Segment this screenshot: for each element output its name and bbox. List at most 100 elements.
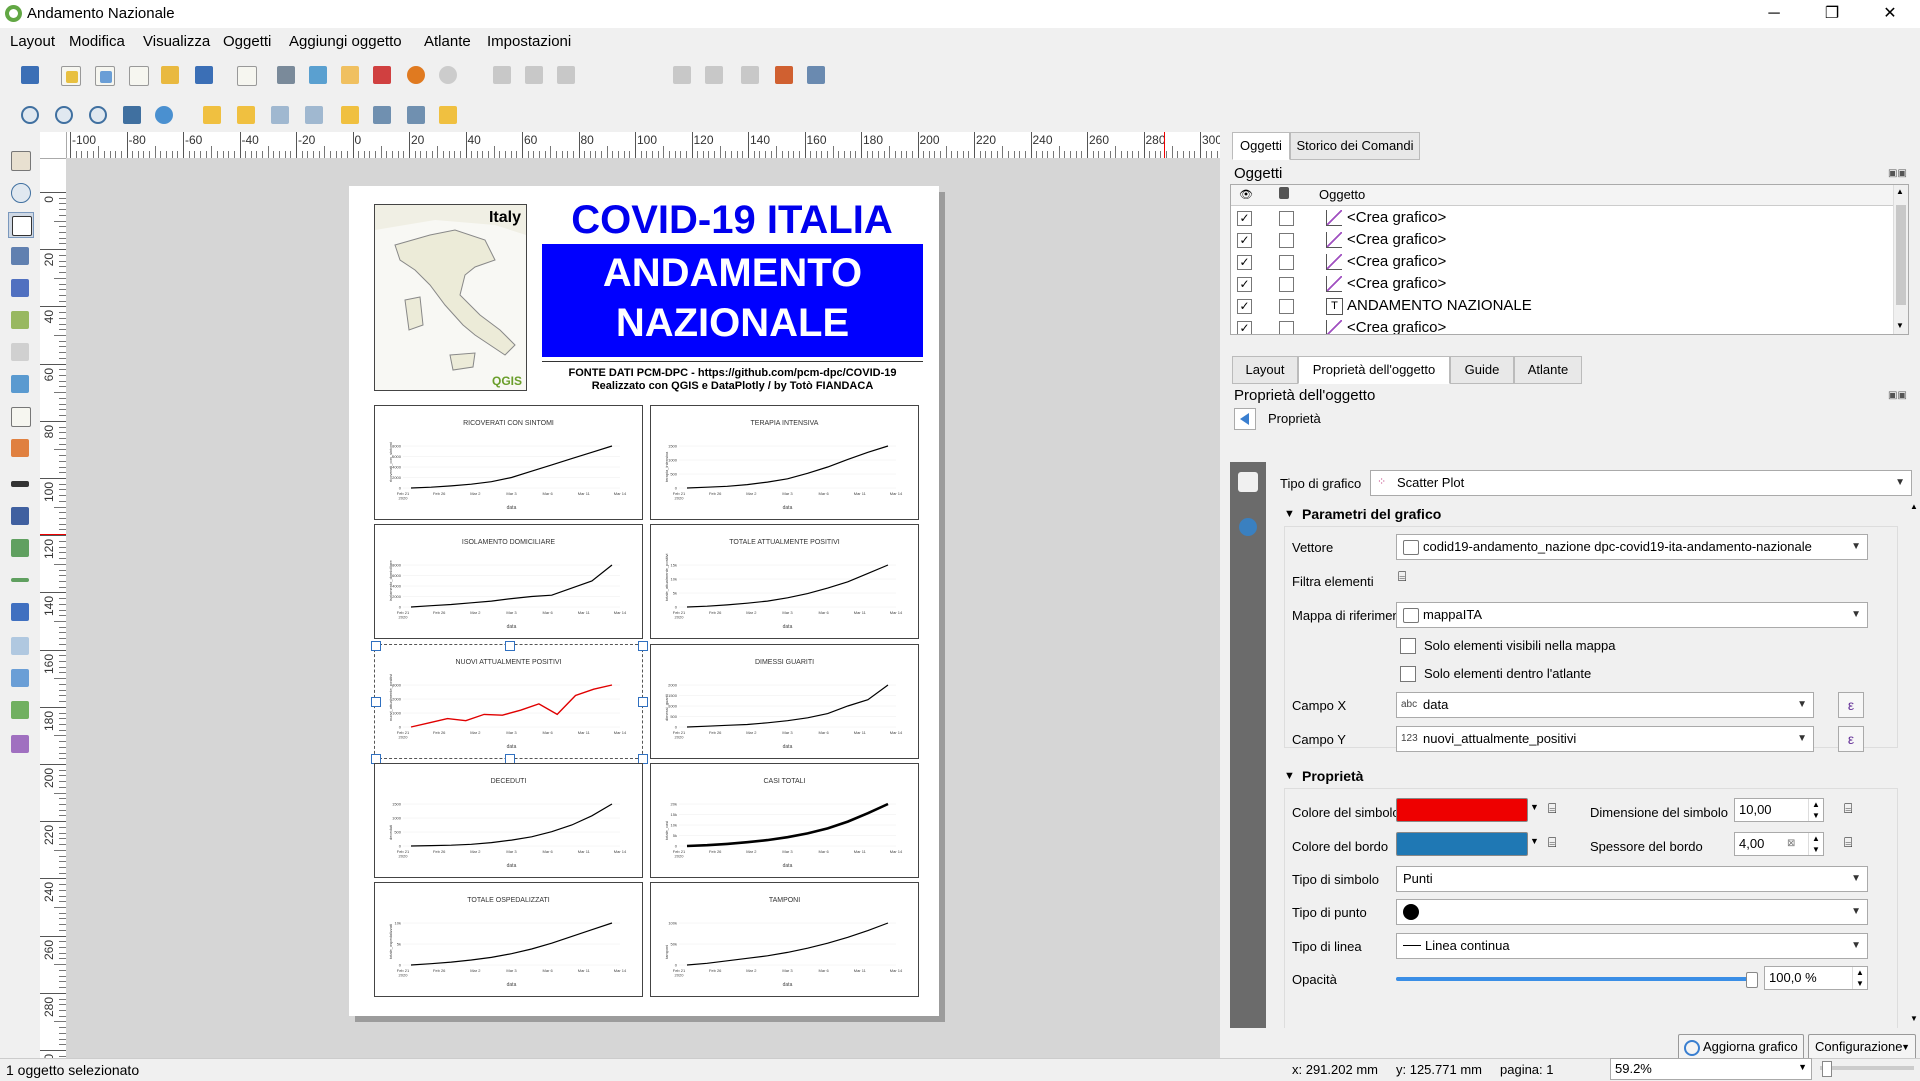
layout-page[interactable]: Italy QGIS COVID-19 ITALIA ANDAMENTO NAZ… [349,186,939,1016]
visibility-checkbox[interactable]: ✓ [1237,233,1252,248]
select-all-icon[interactable] [268,103,292,127]
zoom-in-icon[interactable] [18,103,42,127]
tab-guide[interactable]: Guide [1450,356,1514,384]
gears-icon[interactable] [1239,518,1257,536]
zoom-slider[interactable] [1820,1061,1914,1077]
add-attribute-table-icon[interactable] [8,666,32,690]
credits-text[interactable]: Realizzato con QGIS e DataPlotly / by To… [591,380,874,392]
lock-checkbox[interactable] [1279,277,1294,292]
open-template-icon[interactable] [158,63,182,87]
layout-canvas[interactable]: Italy QGIS COVID-19 ITALIA ANDAMENTO NAZ… [66,158,1220,1058]
properties-scrollbar[interactable]: ▲ ▼ [1908,500,1920,1028]
add-shape-icon[interactable] [8,536,32,560]
chart-type-select[interactable]: ⁘ Scatter Plot ▼ [1370,470,1912,496]
add-arrow-icon[interactable] [8,568,32,592]
group-items-icon[interactable] [200,103,224,127]
deselect-icon[interactable] [302,103,326,127]
mappa-select[interactable]: mappaITA ▼ [1396,602,1868,628]
edit-nodes-icon[interactable] [8,276,32,300]
spin-arrows-icon[interactable]: ▲ ▼ [1852,967,1867,989]
tipo-simbolo-select[interactable]: Punti ▼ [1396,866,1868,892]
selection-handle[interactable] [638,640,648,651]
redo-icon[interactable] [436,63,460,87]
zoom-out-icon[interactable] [52,103,76,127]
vettore-select[interactable]: codid19-andamento_nazione dpc-covid19-it… [1396,534,1868,560]
chevron-down-icon[interactable]: ▼ [1530,802,1539,812]
layout-manager-icon[interactable] [126,63,150,87]
plot-item[interactable]: DECEDUTI deceduti 1500 1000 500 0 Feb 21 2020 Fe… [374,762,643,878]
menu-visualizza[interactable]: Visualizza [143,33,211,50]
add-3d-map-icon[interactable] [8,340,32,364]
add-html-icon[interactable] [8,634,32,658]
maximize-button[interactable]: ❐ [1824,5,1840,22]
items-list-row[interactable]: ✓ <Crea grafico> [1231,207,1908,229]
menu-aggiungi-oggetto[interactable]: Aggiungi oggetto [289,33,402,50]
resize-icon[interactable] [436,103,460,127]
pan-hand-icon[interactable] [8,148,32,172]
opacity-slider-handle[interactable] [1746,972,1758,988]
visibility-checkbox[interactable]: ✓ [1237,299,1252,314]
data-defined-icon-2[interactable]: ⌸ [1844,800,1853,816]
title-covid[interactable]: COVID-19 ITALIA [571,198,893,242]
section-proprieta[interactable]: Proprietà [1302,768,1364,784]
plot-item[interactable]: RICOVERATI CON SINTOMI ricoverati_con_sin… [374,405,643,520]
lock-checkbox[interactable] [1279,299,1294,314]
zoom-combobox[interactable]: 59.2% ▼ [1610,1058,1812,1080]
refresh-icon[interactable] [152,103,176,127]
chevron-down-icon[interactable]: ▼ [1530,836,1539,846]
plot-item[interactable]: CASI TOTALI totale_casi 20k 15k 10k 5k 0 Feb 21… [650,762,919,878]
last-feature-icon[interactable] [702,63,726,87]
source-text[interactable]: FONTE DATI PCM-DPC - https://github.com/… [568,367,897,379]
data-defined-icon-3[interactable]: ⌸ [1548,834,1557,850]
scroll-down-icon[interactable]: ▼ [1910,1014,1918,1023]
opacity-slider[interactable] [1396,972,1758,988]
visibility-checkbox[interactable]: ✓ [1237,255,1252,270]
select-move-icon[interactable] [8,212,34,238]
save-template-icon[interactable] [192,63,216,87]
configurazione-button[interactable]: Configurazione ▼ [1808,1034,1916,1060]
border-color-button[interactable] [1396,832,1528,856]
tab-oggetti[interactable]: Oggetti [1232,132,1290,160]
add-north-arrow-icon[interactable] [8,504,32,528]
scroll-up-icon[interactable]: ▲ [1910,502,1918,511]
add-legend-icon[interactable] [8,436,32,460]
atlas-only-checkbox[interactable] [1400,666,1416,682]
panel-float-icon[interactable]: ▣▣ [1888,168,1907,179]
add-scalebar-icon[interactable] [8,472,32,496]
menu-oggetti[interactable]: Oggetti [223,33,272,50]
items-scrollbar[interactable]: ▲ ▼ [1893,185,1908,334]
zoom-slider-handle[interactable] [1822,1061,1832,1077]
selection-handle[interactable] [638,753,648,764]
plot-item[interactable]: TERAPIA INTENSIVA terapia_intensiva 1500 10… [650,405,919,520]
menu-impostazioni[interactable]: Impostazioni [487,33,572,50]
visible-only-checkbox[interactable] [1400,638,1416,654]
items-list-row[interactable]: ✓ <Crea grafico> [1231,229,1908,251]
plot-item[interactable]: TOTALE OSPEDALIZZATI totale_ospedalizzati… [374,882,643,998]
collapse-arrow-icon-2[interactable]: ▼ [1284,770,1295,782]
export-atlas-icon[interactable] [772,63,796,87]
visibility-checkbox[interactable]: ✓ [1237,321,1252,334]
save-icon[interactable] [18,63,42,87]
collapse-arrow-icon[interactable]: ▼ [1284,508,1295,520]
tab-proprieta-oggetto[interactable]: Proprietà dell'oggetto [1298,356,1450,384]
plot-item[interactable]: DIMESSI GUARITI dimessi_guariti 2000 1500 10… [650,643,919,759]
zoom-actual-icon[interactable] [86,103,110,127]
filter-expression-icon[interactable]: ⌸ [1398,568,1407,584]
add-plot-icon[interactable] [8,732,32,756]
visibility-checkbox[interactable]: ✓ [1237,211,1252,226]
expression-y-button[interactable]: ε [1838,726,1864,752]
menu-layout[interactable]: Layout [10,33,56,50]
lock-checkbox[interactable] [1279,233,1294,248]
panel-float-icon-2[interactable]: ▣▣ [1888,390,1907,401]
print-icon[interactable] [274,63,298,87]
opacity-spinbox[interactable]: 100,0 % ▲ ▼ [1764,966,1868,990]
data-defined-icon-4[interactable]: ⌸ [1844,834,1853,850]
menu-atlante[interactable]: Atlante [424,33,471,50]
scroll-thumb[interactable] [1896,205,1906,305]
previous-feature-icon[interactable] [554,63,578,87]
campo-y-select[interactable]: 123 nuovi_attualmente_positivi ▼ [1396,726,1814,752]
lock-checkbox[interactable] [1279,255,1294,270]
paint-brush-icon[interactable] [1238,472,1258,492]
title-box[interactable]: ANDAMENTO NAZIONALE [542,244,923,357]
dimensione-spinbox[interactable]: 10,00 ▲ ▼ [1734,798,1824,822]
